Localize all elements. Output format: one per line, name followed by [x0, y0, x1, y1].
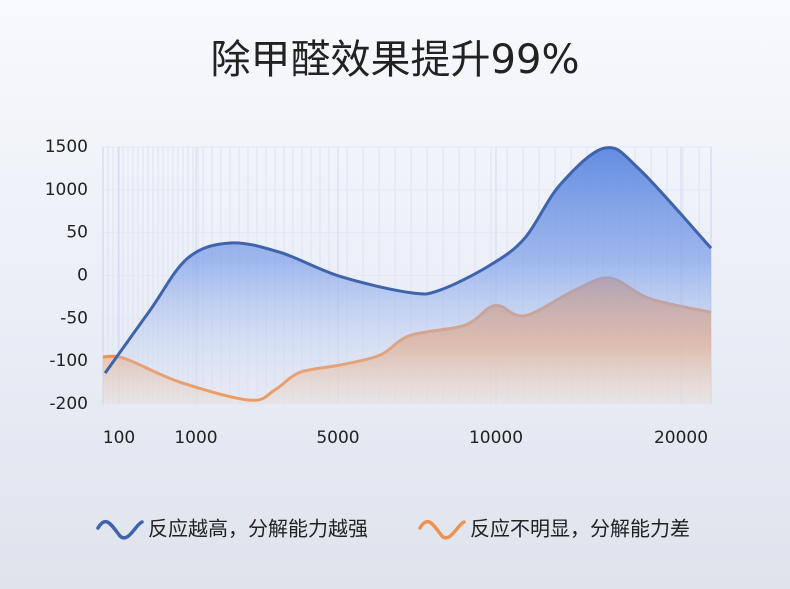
y-tick-label: 50	[66, 223, 88, 243]
x-tick-label: 5000	[316, 428, 359, 448]
area-fill	[105, 147, 711, 404]
x-tick-label: 100	[103, 428, 135, 448]
y-tick-label: -50	[60, 308, 88, 328]
x-tick-label: 10000	[469, 428, 523, 448]
legend-label: 反应越高，分解能力越强	[148, 517, 368, 541]
y-tick-label: -200	[49, 394, 88, 414]
legend-icon	[418, 519, 466, 540]
x-tick-label: 20000	[654, 428, 708, 448]
y-tick-label: 0	[77, 266, 88, 286]
chart-title: 除甲醛效果提升99%	[211, 37, 580, 83]
series-line	[103, 146, 713, 375]
y-tick-label: -100	[49, 351, 88, 371]
y-tick-label: 1500	[45, 137, 88, 157]
legend-label: 反应不明显，分解能力差	[470, 517, 690, 541]
x-tick-label: 1000	[174, 428, 217, 448]
legend-icon	[96, 519, 144, 540]
y-tick-label: 1000	[45, 180, 88, 200]
